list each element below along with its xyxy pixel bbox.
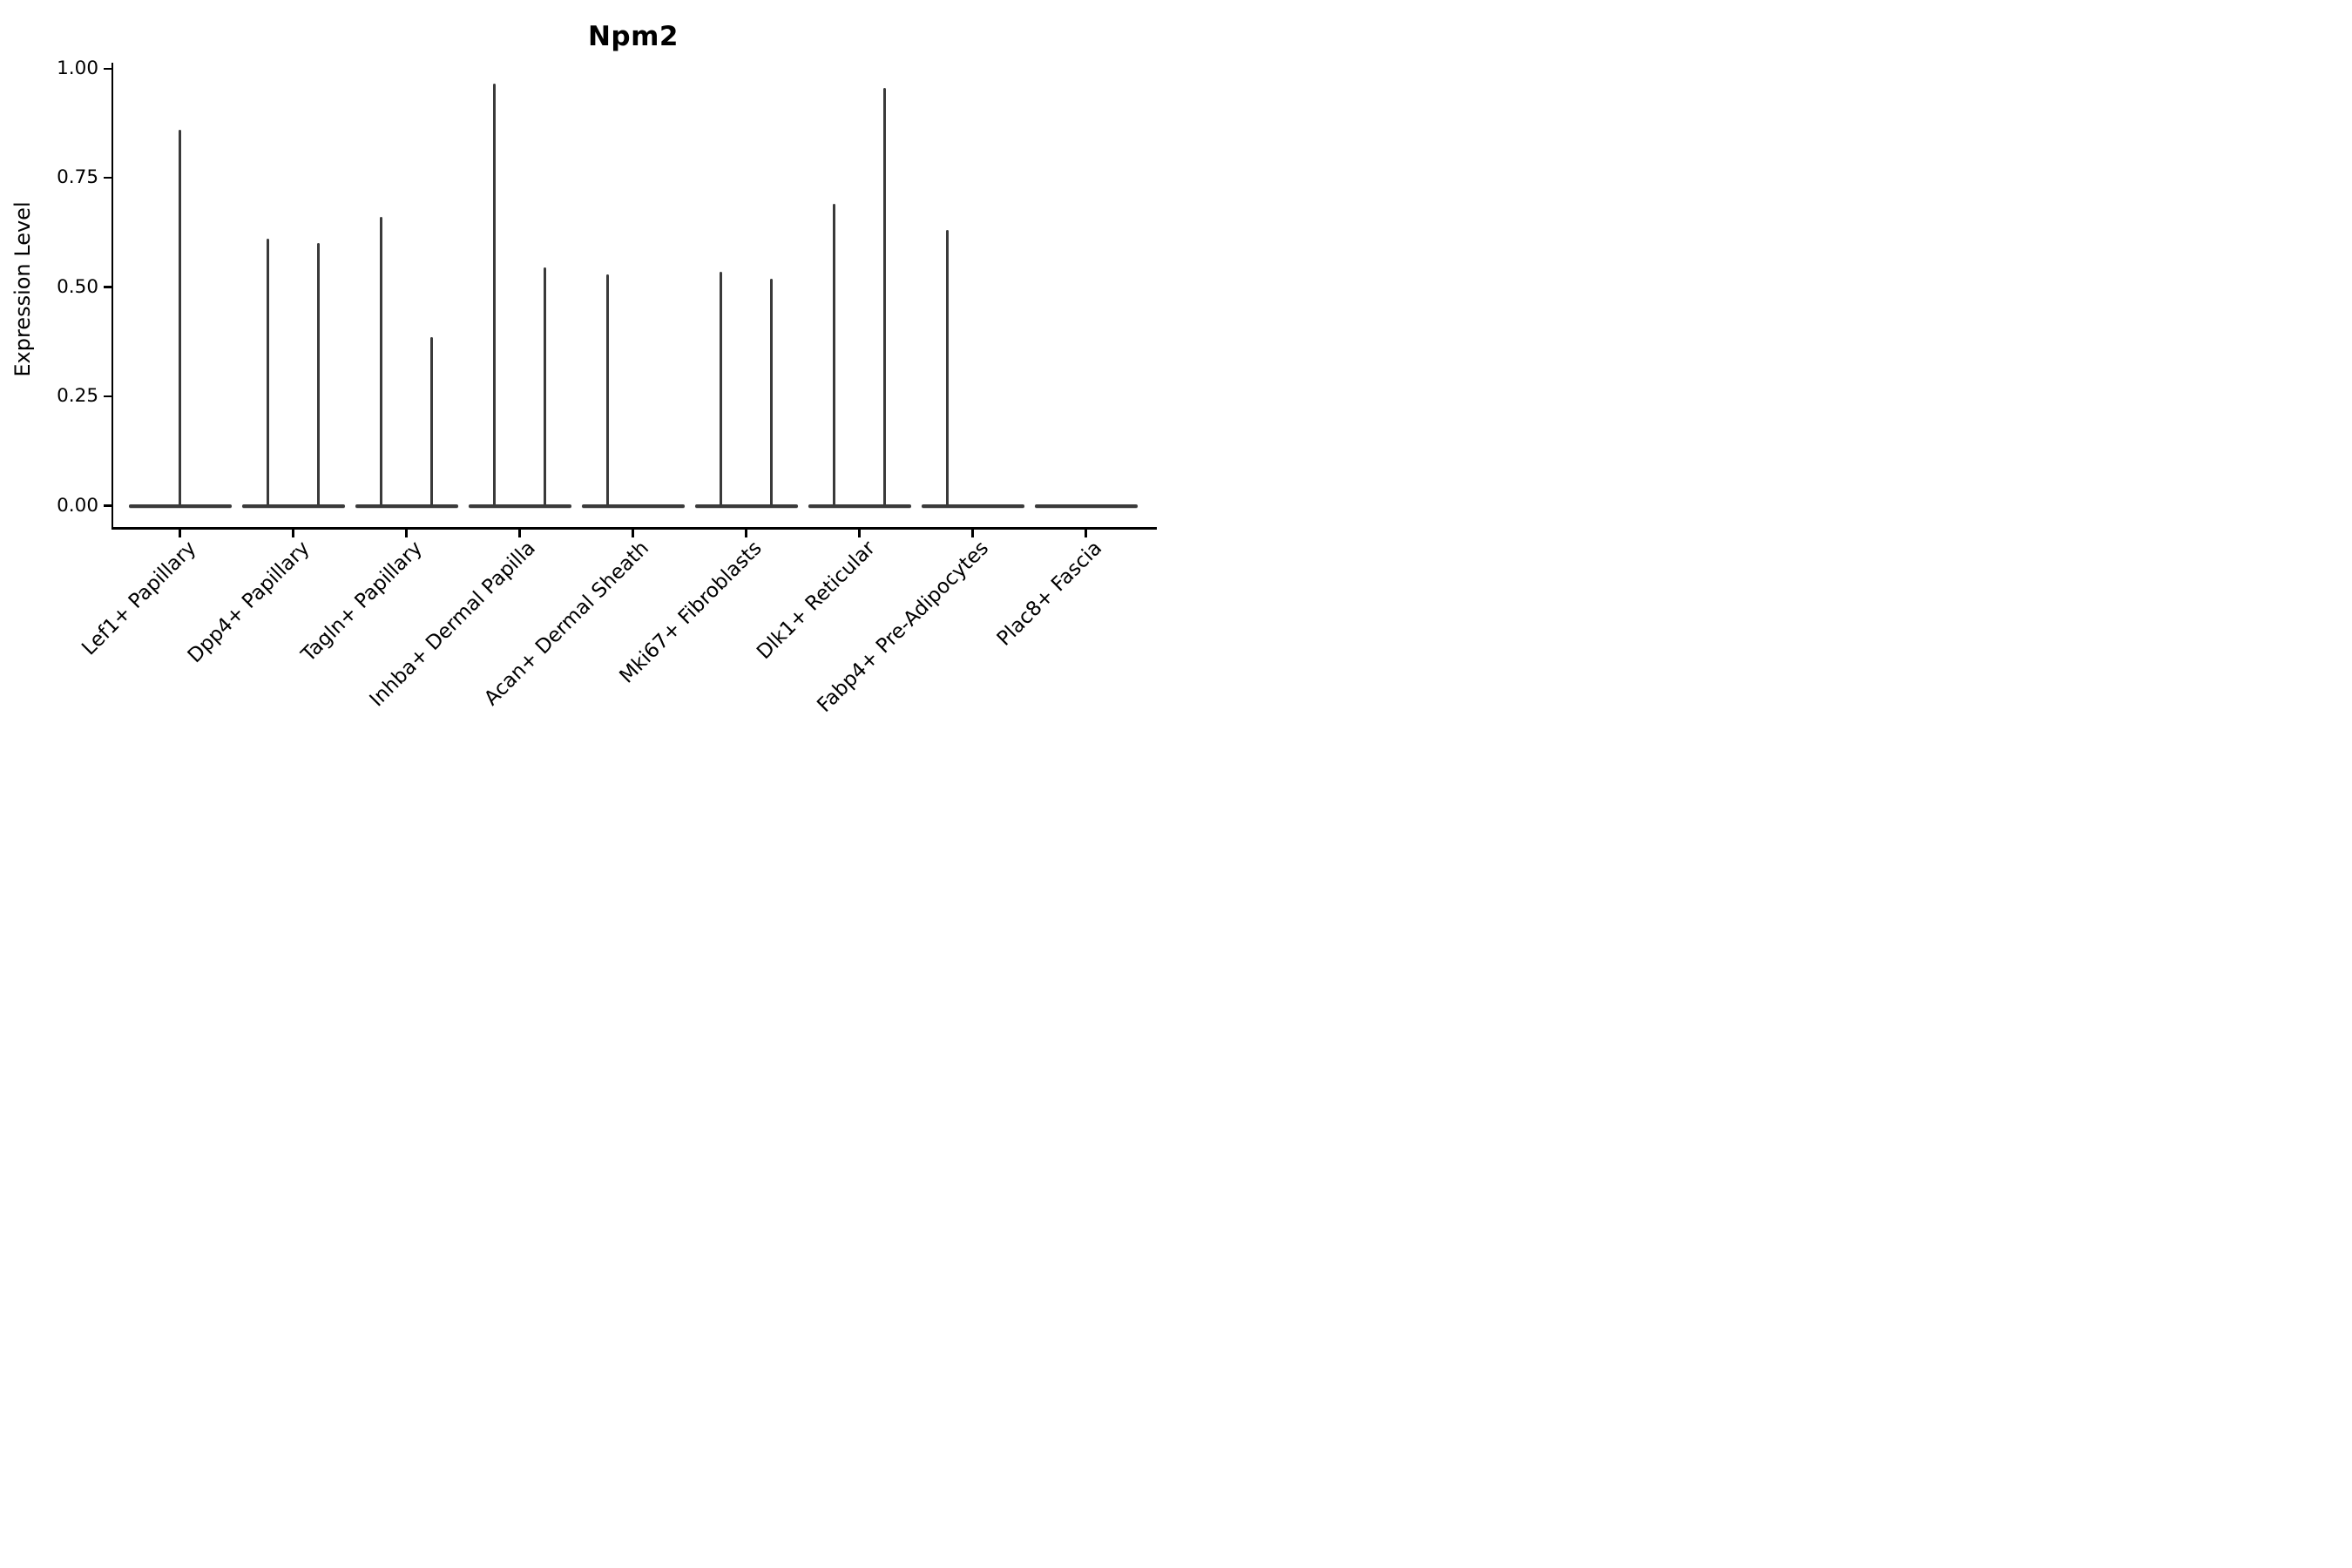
violin-spike: [832, 204, 835, 506]
violin-spike: [770, 278, 774, 506]
y-tick-label-1.00: 1.00: [57, 57, 98, 79]
violin-baseline: [468, 504, 571, 508]
y-tick-0.00: [104, 504, 112, 507]
violin-spike: [883, 88, 887, 506]
y-tick-label-0.25: 0.25: [57, 385, 98, 408]
violin-baseline: [808, 504, 911, 508]
y-tick-1.00: [104, 67, 112, 70]
violin-spike: [605, 274, 609, 506]
violin-baseline: [581, 504, 685, 508]
y-tick-0.75: [104, 176, 112, 179]
violin-spike: [266, 239, 269, 506]
violin-plot-figure: Npm2 Expression Level 1.00 0.75 0.50 0.25 0.…: [0, 0, 1176, 784]
y-tick-0.50: [104, 286, 112, 288]
violin-spike: [719, 272, 722, 506]
x-tick: [745, 529, 747, 537]
y-tick-0.25: [104, 395, 112, 398]
x-tick: [292, 529, 294, 537]
x-axis-spine: [111, 527, 1157, 530]
x-tick: [632, 529, 634, 537]
x-tick-label: Tagln+ Papillary: [297, 537, 428, 667]
violin-baseline: [241, 504, 345, 508]
violin-spike: [430, 337, 434, 506]
x-tick-label: Lef1+ Papillary: [77, 537, 201, 660]
x-tick: [971, 529, 974, 537]
plot-title: Npm2: [587, 21, 679, 52]
x-tick-label: Dlk1+ Reticular: [753, 537, 881, 665]
violin-spike: [492, 84, 496, 506]
violin-baseline: [694, 504, 798, 508]
x-tick: [405, 529, 408, 537]
y-axis-spine: [111, 63, 113, 529]
x-tick: [518, 529, 521, 537]
violin-spike: [379, 217, 382, 506]
x-tick: [179, 529, 181, 537]
violin-baseline: [1034, 504, 1138, 508]
y-tick-label-0.75: 0.75: [57, 166, 98, 189]
violin-spike: [179, 129, 181, 506]
y-tick-label-0.00: 0.00: [57, 494, 98, 517]
violin-baseline: [921, 504, 1024, 508]
x-tick: [858, 529, 861, 537]
violin-spike: [544, 267, 547, 506]
x-tick-label: Plac8+ Fascia: [992, 537, 1107, 651]
violin-spike: [317, 243, 321, 506]
x-tick: [1085, 529, 1087, 537]
violin-spike: [945, 230, 949, 506]
violin-baseline: [128, 504, 232, 508]
x-tick-label: Dpp4+ Papillary: [183, 537, 314, 668]
y-tick-label-0.50: 0.50: [57, 275, 98, 298]
violin-baseline: [355, 504, 458, 508]
